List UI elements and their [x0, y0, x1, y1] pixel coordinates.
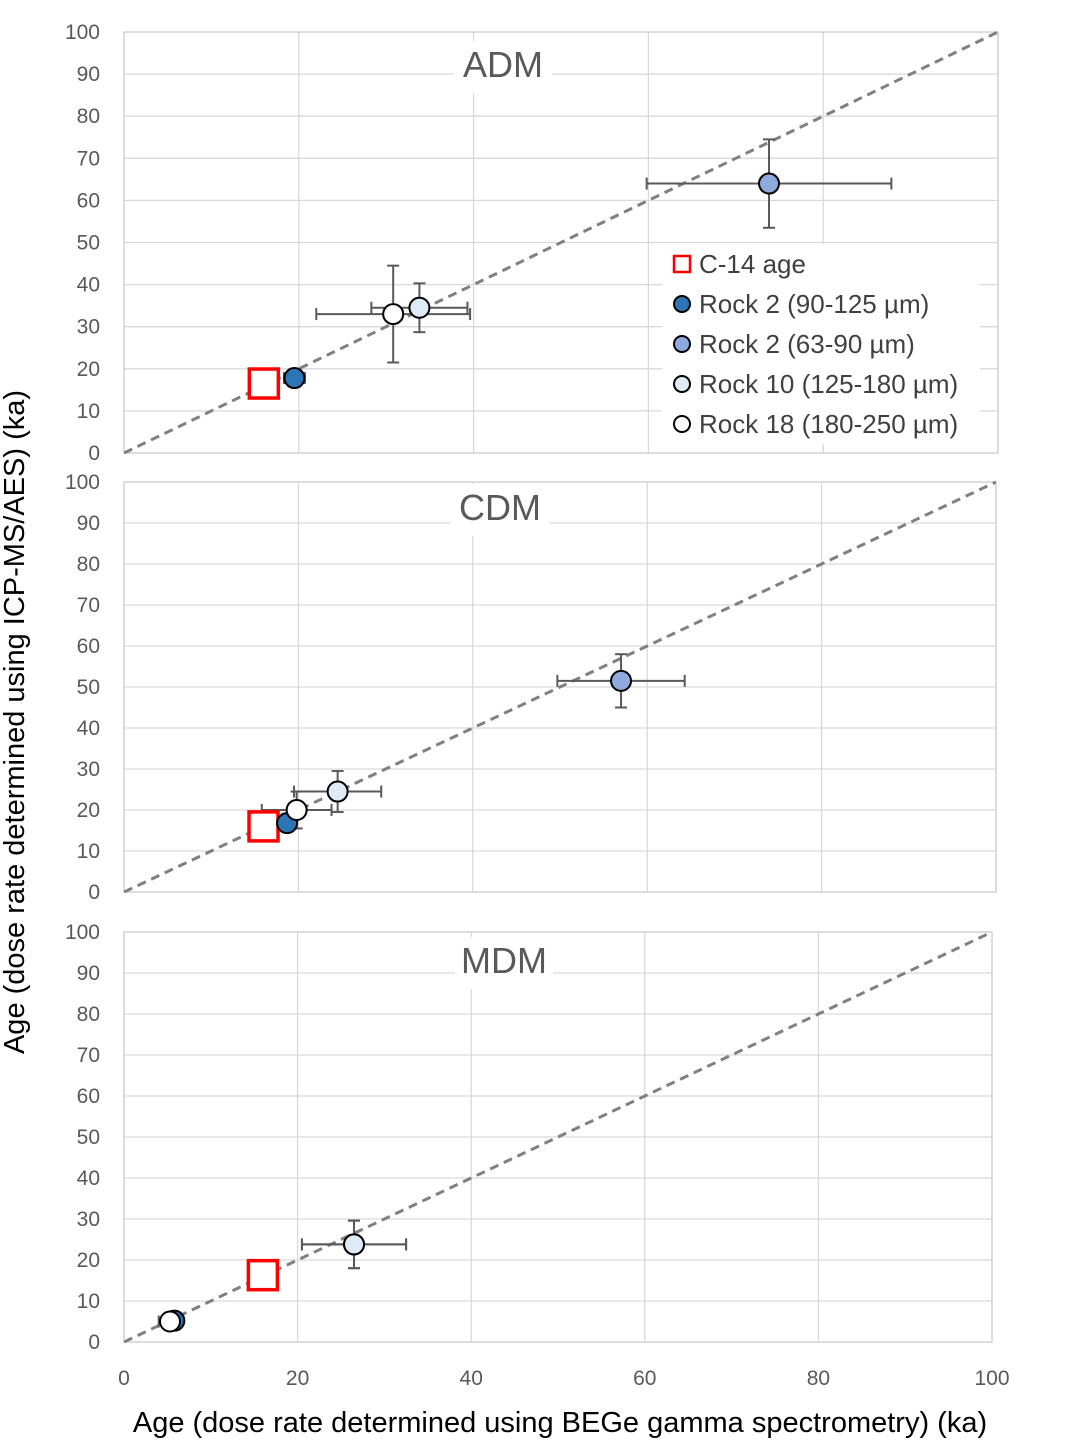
x-tick-label-100: 100: [974, 1367, 1009, 1390]
point-marker: [343, 1233, 366, 1256]
y-tick-label-40: 40: [77, 1167, 100, 1190]
panel-title-background: [455, 937, 553, 989]
panel-title: MDM: [461, 940, 547, 981]
point-marker: [159, 1310, 182, 1333]
x-axis-title: Age (dose rate determined using BEGe gam…: [133, 1407, 987, 1439]
x-tick-label-40: 40: [460, 1367, 483, 1390]
y-tick-label-0: 0: [88, 442, 100, 465]
panel-mdm: 0 10 20 30 40 50 60 70 80 90 100 MDM: [65, 921, 993, 1354]
y-tick-label-100: 100: [65, 921, 100, 944]
y-tick-label-60: 60: [77, 189, 100, 212]
panel-cdm: 0 10 20 30 40 50 60 70 80 90 100 CDM: [65, 471, 997, 904]
chart-legend: C-14 age Rock 2 (90-125 µm) Rock 2 (63-90 …: [662, 244, 980, 444]
plot-frame: [123, 31, 999, 454]
panel-title: CDM: [459, 487, 541, 528]
y-tick-label-20: 20: [77, 358, 100, 381]
y-tick-label-50: 50: [77, 232, 100, 255]
reference-line: [124, 931, 992, 1343]
y-tick-label-70: 70: [77, 147, 100, 170]
x-axis-ticks: 0 20 40 60 80 100: [118, 1367, 1009, 1390]
plot-frame: [123, 481, 997, 893]
y-tick-label-40: 40: [77, 274, 100, 297]
legend-label: Rock 2 (90-125 µm): [699, 289, 929, 319]
legend-label: Rock 18 (180-250 µm): [699, 409, 958, 439]
y-tick-label-50: 50: [77, 676, 100, 699]
legend-swatch: [673, 375, 691, 393]
x-tick-label-80: 80: [807, 1367, 830, 1390]
legend-swatch: [672, 254, 692, 274]
data-points: [247, 138, 893, 400]
point-marker: [283, 367, 306, 390]
y-tick-label-100: 100: [65, 21, 100, 44]
y-tick-label-90: 90: [77, 63, 100, 86]
reference-line: [124, 31, 998, 454]
y-tick-label-60: 60: [77, 1085, 100, 1108]
chart-panels: 0102030405060708090100ADM010203040506070…: [65, 21, 999, 1354]
y-axis-title: Age (dose rate determined using ICP-MS/A…: [0, 390, 31, 1054]
legend-item: Rock 2 (90-125 µm): [673, 289, 929, 319]
legend-swatch: [673, 415, 691, 433]
y-tick-label-100: 100: [65, 471, 100, 494]
data-points: [157, 1219, 408, 1333]
y-tick-label-50: 50: [77, 1126, 100, 1149]
reference-line: [124, 481, 996, 893]
point-marker: [285, 799, 308, 821]
x-tick-label-60: 60: [633, 1367, 656, 1390]
legend-background: [662, 244, 980, 444]
point-marker: [408, 296, 431, 319]
y-tick-label-10: 10: [77, 1290, 100, 1313]
legend-swatch: [673, 335, 691, 353]
y-tick-label-60: 60: [77, 635, 100, 658]
y-tick-label-80: 80: [77, 553, 100, 576]
point-marker: [326, 780, 349, 803]
point-marker: [382, 303, 405, 326]
y-tick-label-20: 20: [77, 799, 100, 822]
y-tick-label-40: 40: [77, 717, 100, 740]
y-tick-label-0: 0: [88, 881, 100, 904]
y-tick-label-70: 70: [77, 1044, 100, 1067]
y-tick-label-0: 0: [88, 1331, 100, 1354]
y-tick-label-30: 30: [77, 316, 100, 339]
panel-title-background: [451, 484, 549, 536]
y-tick-label-20: 20: [77, 1249, 100, 1272]
panel-adm: 0 10 20 30 40 50 60 70 80 90 100 ADM: [65, 21, 999, 465]
legend-label: Rock 2 (63-90 µm): [699, 329, 915, 359]
legend-label: Rock 10 (125-180 µm): [699, 369, 958, 399]
x-tick-label-0: 0: [118, 1367, 130, 1390]
legend-label: C-14 age: [699, 249, 806, 279]
data-points: [247, 653, 686, 843]
point-marker: [610, 669, 633, 692]
y-tick-label-90: 90: [77, 962, 100, 985]
y-tick-label-80: 80: [77, 105, 100, 128]
c14-marker: [247, 810, 280, 843]
plot-frame: [123, 931, 993, 1343]
y-tick-label-10: 10: [77, 400, 100, 423]
c14-marker: [246, 1258, 280, 1292]
legend-item: Rock 10 (125-180 µm): [673, 369, 958, 399]
y-tick-label-30: 30: [77, 1208, 100, 1231]
y-tick-label-70: 70: [77, 594, 100, 617]
legend-item: Rock 2 (63-90 µm): [673, 329, 915, 359]
x-tick-label-20: 20: [286, 1367, 309, 1390]
point-marker: [758, 172, 781, 195]
y-tick-label-90: 90: [77, 512, 100, 535]
panel-title: ADM: [463, 44, 543, 85]
c14-marker: [247, 367, 281, 400]
y-tick-label-10: 10: [77, 840, 100, 863]
legend-item: Rock 18 (180-250 µm): [673, 409, 958, 439]
y-tick-label-30: 30: [77, 758, 100, 781]
legend-swatch: [673, 295, 691, 313]
panel-title-background: [454, 41, 552, 93]
legend-item: C-14 age: [672, 249, 806, 279]
y-tick-label-80: 80: [77, 1003, 100, 1026]
